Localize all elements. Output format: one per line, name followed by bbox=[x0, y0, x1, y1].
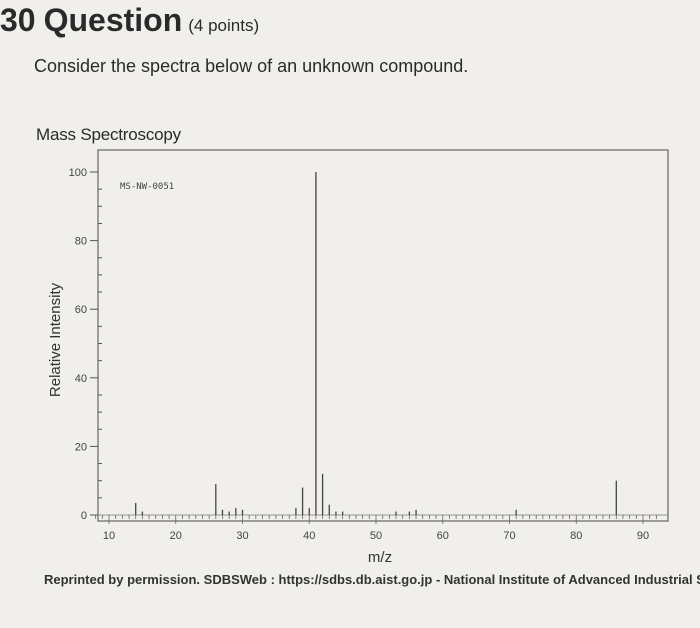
question-points: (4 points) bbox=[188, 16, 260, 35]
x-tick-label: 50 bbox=[370, 530, 382, 542]
x-tick-label: 90 bbox=[637, 530, 649, 542]
question-word: Question bbox=[43, 2, 183, 38]
y-tick-label: 100 bbox=[69, 167, 87, 179]
y-tick-label: 60 bbox=[75, 304, 87, 316]
y-axis-label: Relative Intensity bbox=[47, 282, 64, 397]
section-title: Mass Spectroscopy bbox=[36, 125, 181, 144]
x-tick-label: 60 bbox=[437, 530, 449, 542]
y-tick-label: 80 bbox=[75, 236, 87, 248]
x-tick-label: 70 bbox=[503, 530, 515, 542]
question-number: 30 bbox=[0, 2, 36, 38]
question-prompt: Consider the spectra below of an unknown… bbox=[34, 56, 469, 76]
y-tick-label: 40 bbox=[75, 373, 87, 385]
x-axis-label: m/z bbox=[368, 549, 392, 566]
y-tick-label: 0 bbox=[81, 510, 87, 522]
x-tick-label: 20 bbox=[170, 530, 182, 542]
y-tick-label: 20 bbox=[75, 441, 87, 453]
plot-frame bbox=[97, 149, 669, 522]
question-header: 30 Question (4 points) bbox=[0, 2, 259, 39]
x-tick-label: 30 bbox=[236, 530, 248, 542]
credit-line: Reprinted by permission. SDBSWeb : https… bbox=[44, 572, 700, 587]
x-tick-label: 40 bbox=[303, 530, 315, 542]
x-tick-label: 80 bbox=[570, 530, 582, 542]
x-tick-label: 10 bbox=[103, 530, 115, 542]
chart-annotation: MS-NW-0051 bbox=[120, 182, 174, 192]
